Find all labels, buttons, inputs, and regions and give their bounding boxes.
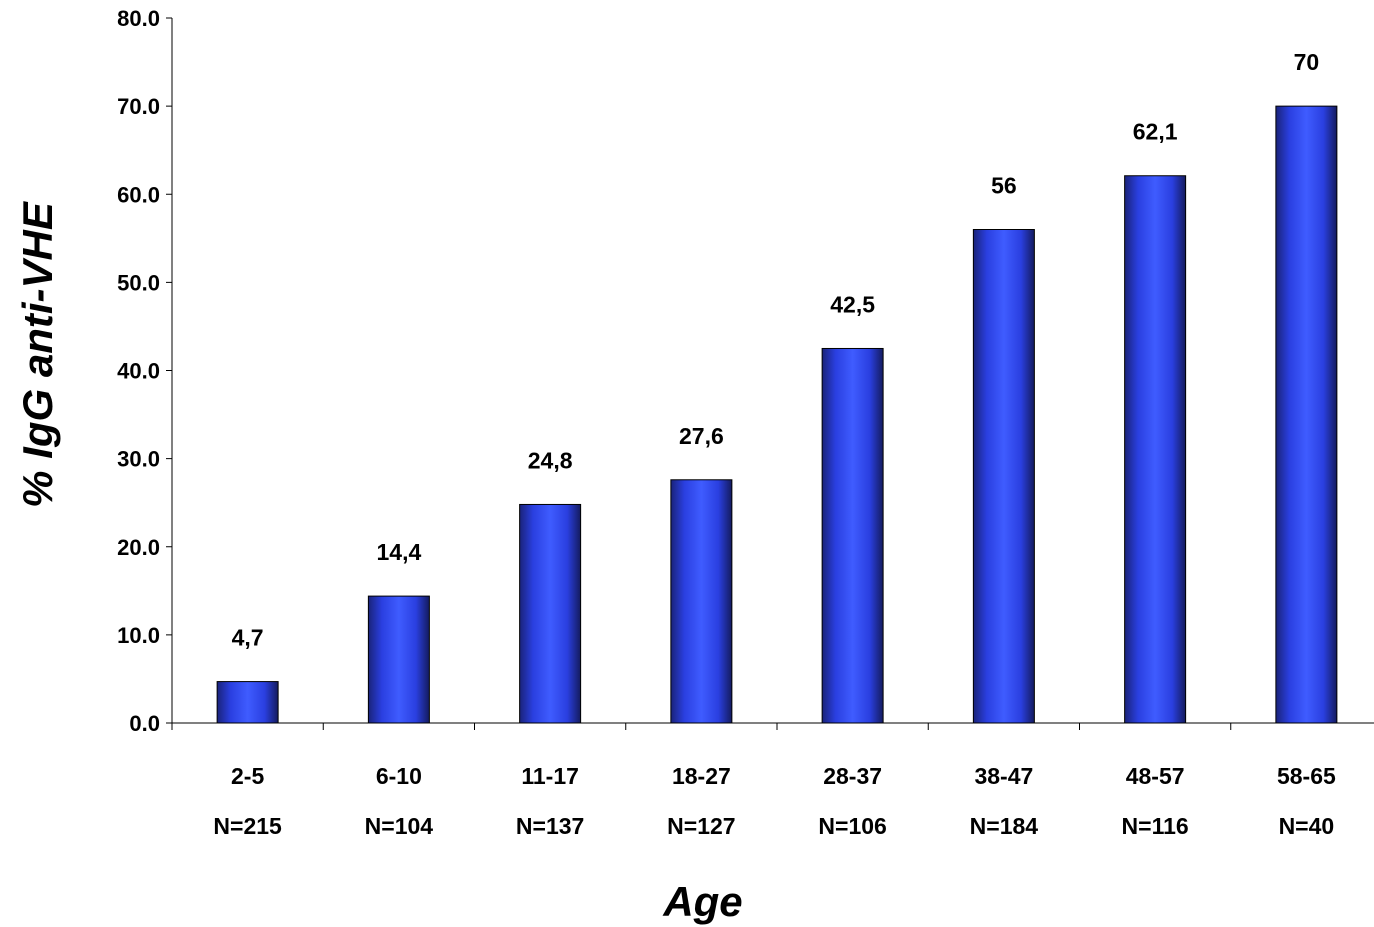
category-label: 48-57 <box>1126 763 1185 789</box>
bar-6-10 <box>367 595 430 724</box>
sample-size-label: N=116 <box>1122 813 1189 839</box>
x-axis-title: Age <box>662 878 742 925</box>
data-label: 56 <box>991 173 1017 199</box>
sample-size-label: N=137 <box>516 813 584 839</box>
category-label: 6-10 <box>376 763 422 789</box>
data-label: 70 <box>1294 49 1320 75</box>
y-tick-label: 30.0 <box>117 447 160 472</box>
y-tick-label: 70.0 <box>117 94 160 119</box>
value-labels: 4,7 14,4 24,8 27,6 42,5 56 62,1 70 <box>232 49 1320 650</box>
data-label: 4,7 <box>232 625 264 651</box>
y-axis: 0.0 10.0 20.0 30.0 40.0 50.0 60.0 70.0 80.0 <box>117 6 173 736</box>
y-tick-label: 60.0 <box>117 182 160 207</box>
category-label: 38-47 <box>974 763 1033 789</box>
sample-size-label: N=104 <box>365 813 434 839</box>
y-tick-label: 0.0 <box>129 711 160 736</box>
sample-size-label: N=40 <box>1279 813 1335 839</box>
y-tick-label: 50.0 <box>117 270 160 295</box>
y-tick-label: 10.0 <box>117 623 160 648</box>
category-label: 2-5 <box>231 763 264 789</box>
data-label: 14,4 <box>376 539 421 565</box>
bar-48-57 <box>1124 175 1187 724</box>
sample-size-label: N=106 <box>818 813 886 839</box>
category-label: 11-17 <box>521 763 579 789</box>
y-tick-label: 20.0 <box>117 535 160 560</box>
y-tick-label: 40.0 <box>117 359 160 384</box>
category-label: 58-65 <box>1277 763 1336 789</box>
category-label: 28-37 <box>823 763 882 789</box>
data-label: 62,1 <box>1133 119 1178 145</box>
data-label: 27,6 <box>679 423 724 449</box>
data-label: 24,8 <box>528 447 573 473</box>
bars <box>216 105 1338 724</box>
bar-38-47 <box>972 229 1035 724</box>
y-axis-title: % IgG anti-VHE <box>14 200 61 508</box>
bar-2-5 <box>216 681 279 724</box>
category-label: 18-27 <box>672 763 731 789</box>
category-labels: 2-5 N=215 6-10 N=104 11-17 N=137 18-27 N=127 28-… <box>213 763 1336 839</box>
bar-18-27 <box>670 479 733 724</box>
sample-size-label: N=184 <box>970 813 1039 839</box>
x-axis <box>171 722 1374 730</box>
sample-size-label: N=215 <box>213 813 282 839</box>
bar-58-65 <box>1275 105 1338 724</box>
bar-11-17 <box>519 503 582 724</box>
y-tick-label: 80.0 <box>117 6 160 31</box>
data-label: 42,5 <box>830 291 875 317</box>
sample-size-label: N=127 <box>667 813 735 839</box>
bar-28-37 <box>821 347 884 724</box>
